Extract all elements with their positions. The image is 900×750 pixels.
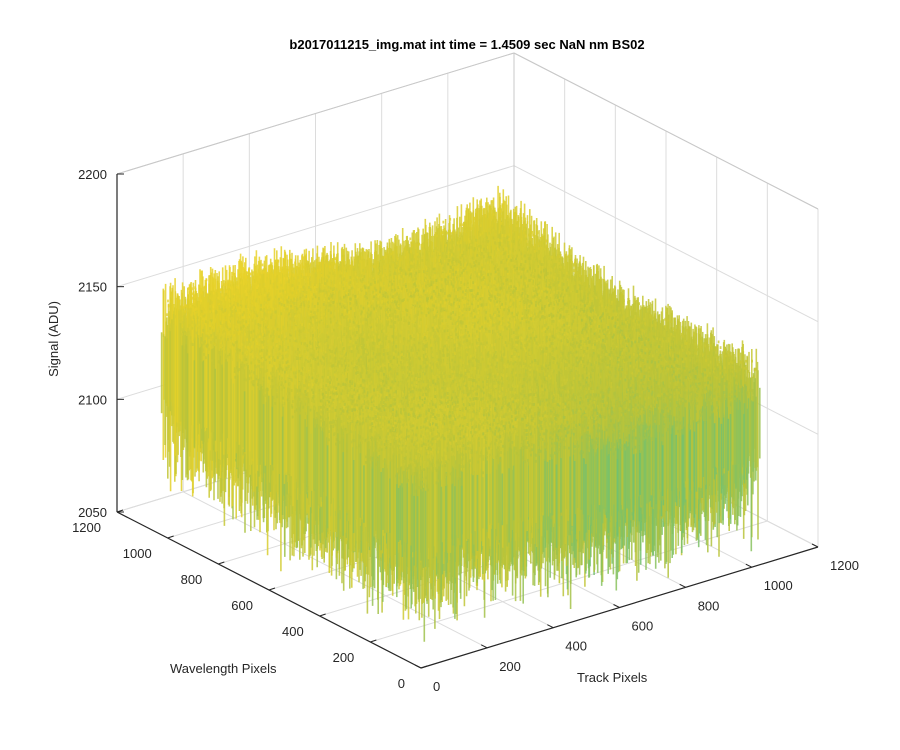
data-surface — [162, 186, 760, 642]
